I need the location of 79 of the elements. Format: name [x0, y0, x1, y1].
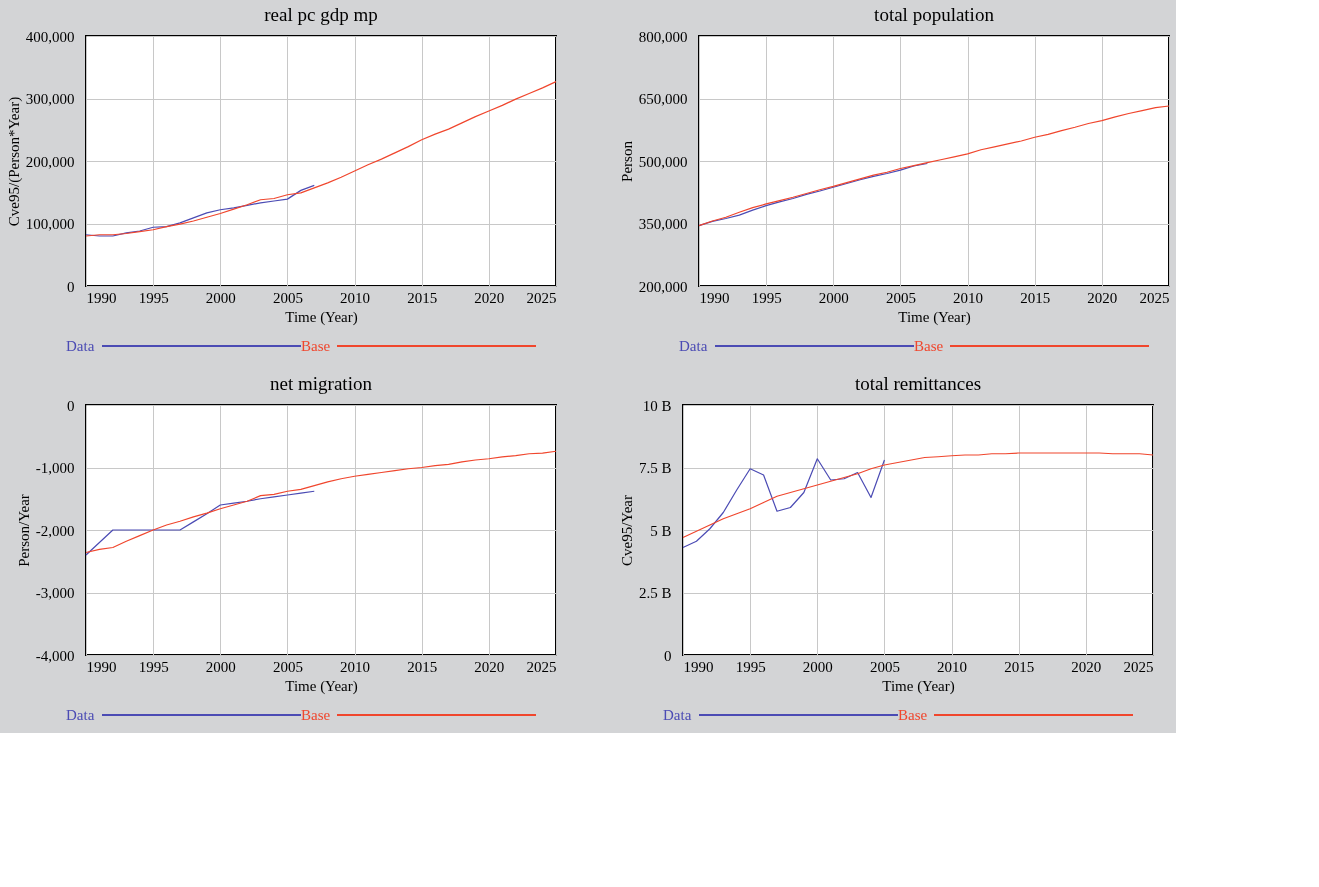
x-tick-label: 2000 — [818, 289, 849, 306]
x-tick-label: 2020 — [1071, 658, 1102, 675]
line-series — [85, 81, 557, 237]
x-tick-label: 2005 — [869, 658, 900, 675]
x-tick-label: 2000 — [802, 658, 833, 675]
x-tick-label: 1990 — [699, 289, 730, 306]
y-tick-label: 100,000 — [25, 216, 75, 232]
text: Data — [66, 338, 95, 354]
x-tick-label: 2025 — [1139, 289, 1170, 306]
text: Base — [898, 707, 928, 723]
x-tick-label: 2015 — [1004, 658, 1035, 675]
text: Data — [679, 338, 708, 354]
x-tick-label: 2005 — [272, 289, 303, 306]
x-tick-label: 2010 — [340, 289, 371, 306]
line-series — [698, 105, 1170, 227]
y-axis-title: Person/Year — [15, 494, 32, 567]
text: Base — [301, 707, 331, 723]
y-tick-label: 0 — [664, 647, 672, 664]
line-series — [85, 450, 557, 554]
y-tick-label: 650,000 — [638, 91, 688, 107]
y-tick-label: 800,000 — [638, 28, 688, 45]
y-tick-label: 300,000 — [25, 91, 75, 107]
x-tick-label: 2010 — [937, 658, 968, 675]
y-tick-label: -2,000 — [35, 522, 75, 539]
text: Data — [66, 707, 95, 723]
x-tick-label: 2015 — [407, 658, 438, 675]
chart-title: real pc gdp mp — [264, 4, 378, 25]
x-tick-label: 2015 — [1020, 289, 1051, 306]
y-tick-label: 200,000 — [638, 278, 688, 295]
y-axis-title: Person — [618, 140, 635, 182]
x-tick-label: 2020 — [1087, 289, 1118, 306]
y-tick-label: 2.5 B — [638, 585, 672, 601]
x-tick-label: 2015 — [407, 289, 438, 306]
line-series — [85, 490, 315, 556]
x-axis-title: Time (Year) — [882, 677, 955, 695]
x-tick-label: 2020 — [474, 289, 505, 306]
y-axis-title: Cve95/Year — [619, 495, 635, 566]
x-tick-label: 2025 — [526, 658, 557, 675]
line-series — [85, 184, 315, 237]
x-tick-label: 2025 — [1123, 658, 1154, 675]
line-series — [682, 458, 886, 549]
y-tick-label: 10 B — [642, 397, 672, 414]
line-series — [682, 452, 1154, 539]
x-tick-label: 1995 — [138, 289, 169, 306]
x-tick-label: 1995 — [735, 658, 766, 675]
y-tick-label: 0 — [67, 397, 75, 414]
y-tick-label: -4,000 — [35, 647, 75, 664]
x-tick-label: 2010 — [953, 289, 984, 306]
text: Data — [663, 707, 692, 723]
y-tick-label: 350,000 — [638, 216, 688, 232]
x-axis-title: Time (Year) — [285, 308, 358, 326]
x-tick-label: 2020 — [474, 658, 505, 675]
x-tick-label: 2000 — [205, 658, 236, 675]
text: Base — [301, 338, 331, 354]
chart-title: total population — [874, 4, 995, 25]
x-tick-label: 1990 — [86, 658, 117, 675]
x-axis-title: Time (Year) — [285, 677, 358, 695]
chart-title: net migration — [270, 373, 373, 394]
y-tick-label: -1,000 — [35, 460, 75, 476]
y-axis-title: Cve95/(Person*Year) — [5, 96, 23, 227]
text: Base — [914, 338, 944, 354]
x-tick-label: 1990 — [683, 658, 714, 675]
x-axis-title: Time (Year) — [898, 308, 971, 326]
x-tick-label: 2000 — [205, 289, 236, 306]
y-tick-label: 7.5 B — [638, 460, 672, 476]
y-tick-label: 5 B — [650, 522, 672, 539]
x-tick-label: 2010 — [340, 658, 371, 675]
x-tick-label: 2025 — [526, 289, 557, 306]
y-tick-label: -3,000 — [35, 585, 75, 601]
y-tick-label: 500,000 — [638, 153, 688, 170]
x-tick-label: 2005 — [272, 658, 303, 675]
x-tick-label: 1990 — [86, 289, 117, 306]
x-tick-label: 2005 — [885, 289, 916, 306]
chart-title: total remittances — [854, 373, 982, 394]
x-tick-label: 1995 — [138, 658, 169, 675]
y-tick-label: 0 — [67, 278, 75, 295]
y-tick-label: 400,000 — [25, 28, 75, 45]
y-tick-label: 200,000 — [25, 153, 75, 170]
x-tick-label: 1995 — [751, 289, 782, 306]
